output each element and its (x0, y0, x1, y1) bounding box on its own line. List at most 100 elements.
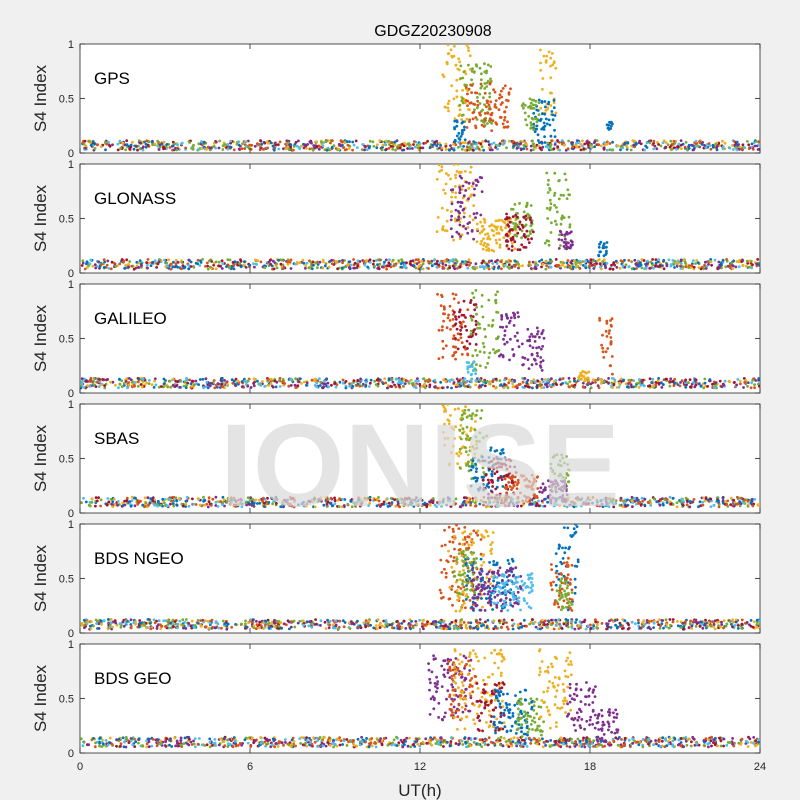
data-point (123, 267, 126, 270)
data-point (91, 140, 95, 144)
data-point (452, 164, 456, 166)
data-point (676, 262, 680, 265)
data-point (549, 231, 553, 234)
data-point (612, 261, 616, 264)
data-point (206, 505, 210, 509)
data-point (458, 103, 462, 107)
data-point (500, 89, 503, 93)
data-point (109, 380, 112, 384)
data-point (552, 60, 556, 63)
data-point (547, 178, 550, 182)
data-point (495, 337, 498, 341)
data-point (474, 435, 478, 439)
data-point (627, 259, 631, 262)
data-point (518, 202, 521, 205)
data-point (426, 139, 429, 143)
data-point (250, 143, 254, 147)
data-point (430, 499, 434, 503)
data-point (112, 261, 116, 265)
data-point (482, 96, 485, 100)
data-point (538, 141, 541, 145)
data-point (514, 263, 518, 267)
data-point (659, 144, 663, 148)
data-point (549, 202, 553, 206)
data-point (495, 228, 499, 231)
data-point (680, 379, 684, 383)
data-point (305, 381, 309, 385)
data-point (465, 328, 469, 332)
data-point (541, 329, 545, 332)
data-point (228, 266, 231, 270)
data-point (537, 499, 540, 503)
data-point (490, 142, 493, 146)
data-point (460, 118, 463, 121)
data-point (267, 260, 271, 264)
data-point (140, 385, 144, 389)
data-point (737, 143, 741, 146)
data-point (454, 208, 458, 212)
data-point (506, 260, 509, 264)
data-point (451, 444, 455, 448)
data-point (649, 504, 653, 507)
data-point (478, 265, 482, 269)
data-point (669, 502, 673, 506)
data-point (549, 134, 553, 138)
data-point (561, 263, 564, 267)
data-point (475, 222, 479, 226)
data-point (535, 362, 538, 366)
data-point (503, 378, 506, 382)
data-point (440, 504, 443, 508)
data-point (315, 145, 319, 149)
data-point (652, 141, 655, 145)
data-point (488, 107, 492, 111)
data-point (499, 475, 503, 479)
data-point (470, 372, 473, 376)
data-point (548, 188, 552, 192)
data-point (506, 99, 510, 103)
data-point (623, 258, 626, 262)
data-point (491, 465, 495, 469)
data-point (553, 203, 556, 207)
data-point (289, 384, 293, 387)
data-point (562, 245, 566, 248)
data-point (389, 384, 392, 388)
data-point (336, 267, 339, 271)
data-point (556, 139, 559, 142)
data-point (454, 195, 457, 199)
data-point (598, 242, 601, 246)
data-point (468, 68, 472, 71)
data-point (294, 262, 297, 266)
data-point (322, 385, 326, 389)
data-point (436, 292, 439, 296)
data-point (609, 319, 612, 322)
data-point (626, 498, 629, 502)
data-point (497, 335, 500, 339)
data-point (512, 324, 516, 327)
data-point (302, 261, 306, 265)
data-point (546, 146, 550, 149)
data-point (535, 124, 539, 128)
data-point (524, 235, 527, 239)
data-point (677, 142, 681, 146)
data-point (229, 141, 233, 145)
data-point (663, 498, 667, 502)
data-point (465, 117, 469, 121)
data-point (490, 259, 493, 263)
data-point (539, 366, 543, 369)
data-point (86, 265, 89, 269)
data-point (114, 265, 118, 268)
data-point (547, 50, 551, 54)
data-point (471, 496, 475, 500)
data-point (633, 258, 637, 262)
data-point (534, 103, 538, 107)
data-point (672, 263, 676, 266)
data-point (136, 502, 140, 506)
data-point (499, 501, 503, 505)
data-point (604, 329, 608, 333)
data-point (728, 264, 732, 267)
data-point (149, 497, 153, 501)
data-point (478, 431, 482, 435)
data-point (502, 451, 505, 455)
data-point (294, 377, 297, 381)
